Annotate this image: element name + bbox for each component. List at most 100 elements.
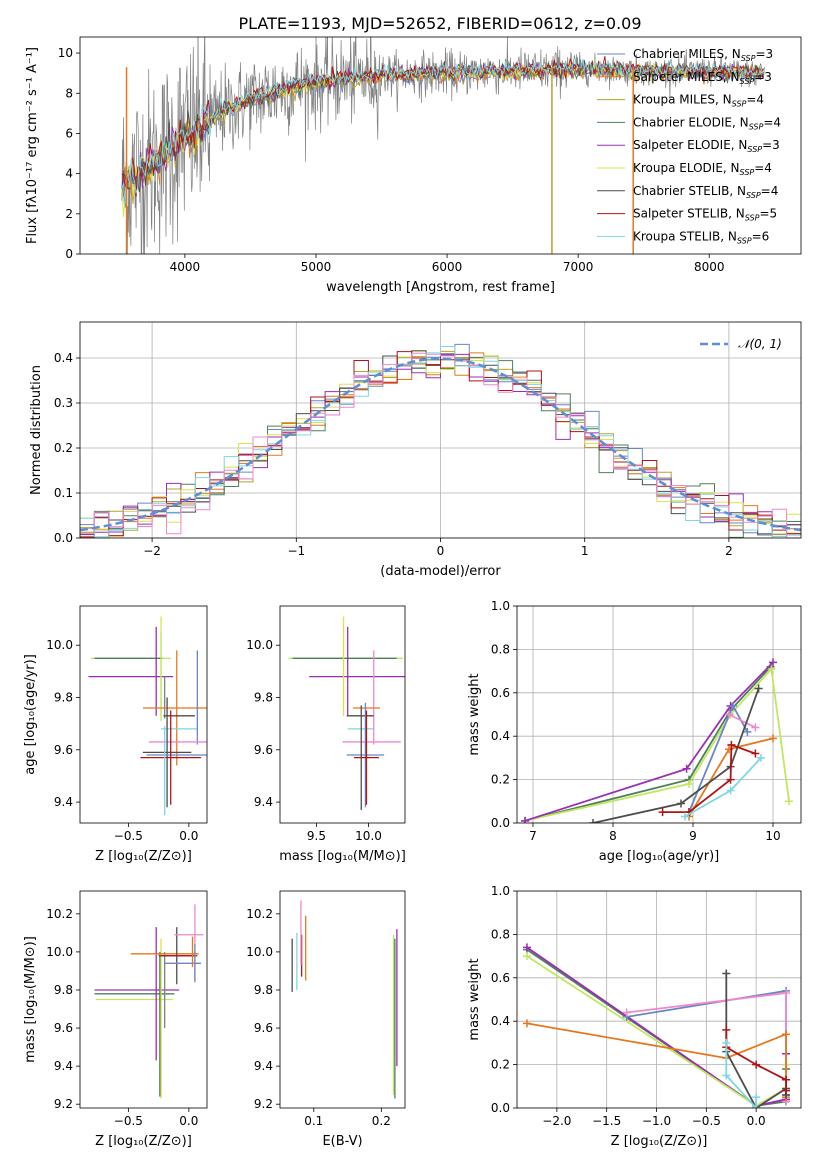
weight-marker [681, 812, 689, 821]
x-tick-label: 10.0 [355, 829, 382, 843]
x-tick-label: −0.5 [692, 1114, 721, 1128]
x-tick-label: −1.5 [592, 1114, 621, 1128]
y-tick-label: 10 [58, 46, 73, 60]
weight-line [728, 713, 756, 729]
weight-marker [782, 1075, 791, 1084]
weight-marker [782, 1030, 791, 1039]
x-axis-label: mass [log₁₀(M/M⊙)] [279, 849, 406, 864]
weight-marker [769, 658, 777, 667]
weight-marker [522, 943, 531, 952]
axes-frame [279, 890, 406, 1109]
y-tick-label: 9.4 [54, 795, 73, 809]
x-axis-label: (data-model)/error [380, 564, 501, 579]
legend-label: Chabrier ELODIE, NSSP=4 [633, 115, 781, 131]
weight-marker [589, 819, 597, 823]
legend-label: Chabrier STELIB, NSSP=4 [633, 184, 778, 200]
weight-marker [722, 969, 731, 978]
residual-histogram [80, 351, 801, 538]
legend-label: 𝒩(0, 1) [738, 337, 782, 351]
legend-label: Kroupa STELIB, NSSP=6 [633, 229, 769, 245]
x-tick-label: 6000 [432, 260, 463, 274]
y-tick-label: 0 [65, 247, 73, 261]
x-axis-label: wavelength [Angstrom, rest frame] [326, 280, 555, 295]
weight-marker [769, 734, 777, 743]
weight-line [688, 703, 749, 813]
weight-marker [722, 1071, 731, 1080]
axes-frame [79, 890, 208, 1109]
plot-area [80, 322, 801, 538]
y-tick-label: 0.6 [491, 686, 510, 700]
y-tick-label: 9.6 [254, 1021, 273, 1035]
y-tick-label: 4 [65, 167, 73, 181]
y-tick-label: 0.1 [54, 486, 73, 500]
x-tick-label: 9.5 [307, 829, 326, 843]
y-tick-label: 0.2 [54, 441, 73, 455]
axes-frame [516, 890, 802, 1109]
x-tick-label: 0.1 [304, 1114, 323, 1128]
weight-marker [726, 775, 735, 784]
legend-label: Salpeter MILES, NSSP=3 [633, 70, 772, 86]
x-tick-label: −2.0 [542, 1114, 571, 1128]
weight-marker [785, 797, 793, 806]
y-tick-label: 9.4 [254, 795, 273, 809]
y-tick-label: 0.0 [54, 531, 73, 545]
weight-line [524, 661, 774, 822]
weight-marker [752, 1093, 761, 1102]
x-axis-label: Z [log₁₀(Z/Z⊙)] [95, 1134, 192, 1149]
y-tick-label: 10.0 [246, 945, 273, 959]
panel-age_vs_mass: 9.5 10.0 9.4 9.6 9.8 10.0 mass [log₁₀(M/M⊙)] [246, 605, 406, 864]
x-tick-label: −0.5 [114, 829, 143, 843]
x-tick-label: 9 [689, 829, 697, 843]
panel-spectrum: 4000 5000 6000 7000 8000 0 2 4 6 8 10 wavelength [A… [25, 36, 802, 295]
x-tick-label: 0.0 [179, 829, 198, 843]
weight-line [592, 688, 760, 823]
y-tick-label: 10.0 [46, 638, 73, 652]
y-tick-label: 0.8 [491, 642, 510, 656]
errorbar-point [142, 697, 192, 808]
weight-marker [522, 952, 531, 961]
y-tick-label: 0.8 [491, 927, 510, 941]
y-tick-label: 0.4 [54, 351, 73, 365]
weight-marker [751, 723, 760, 732]
panel-residuals: −2 −1 0 1 2 0.0 0.1 0.2 0.3 0.4 (data-model)/error… [29, 321, 802, 579]
weight-marker [752, 1104, 761, 1108]
y-tick-label: 9.2 [254, 1097, 273, 1111]
x-tick-label: 0.0 [179, 1114, 198, 1128]
weight-marker [722, 1025, 731, 1034]
weight-marker [767, 664, 776, 673]
y-tick-label: 9.4 [254, 1059, 273, 1073]
y-tick-label: 9.8 [254, 983, 273, 997]
x-tick-label: 4000 [170, 260, 201, 274]
errorbar-point [353, 710, 379, 805]
y-tick-label: 10.0 [246, 638, 273, 652]
residual-histogram [80, 350, 801, 538]
y-tick-label: 0.4 [491, 729, 510, 743]
y-axis-label: Normed distribution [29, 365, 44, 495]
y-axis-label: mass weight [467, 958, 482, 1040]
weight-marker [726, 786, 735, 795]
y-tick-label: 0.0 [491, 816, 510, 830]
axes-frame [79, 321, 802, 539]
x-tick-label: −1 [287, 544, 305, 558]
x-tick-label: 0.0 [747, 1114, 766, 1128]
y-tick-label: 0.6 [491, 971, 510, 985]
y-tick-label: 1.0 [491, 599, 510, 613]
y-tick-label: 8 [65, 86, 73, 100]
plot-area [121, 37, 765, 254]
errorbar-point [346, 702, 385, 808]
y-tick-label: 9.4 [54, 1059, 73, 1073]
weight-line [725, 1042, 758, 1108]
figure-title: PLATE=1193, MJD=52652, FIBERID=0612, z=0… [238, 14, 641, 33]
y-tick-label: 10.2 [46, 907, 73, 921]
weight-marker [757, 753, 765, 762]
model-spectrum [121, 58, 764, 204]
legend-label: Chabrier MILES, NSSP=3 [633, 47, 773, 63]
plot-area [291, 900, 398, 1099]
y-tick-label: 9.6 [54, 743, 73, 757]
weight-marker [658, 808, 667, 817]
residual-histogram [80, 350, 801, 538]
panel-massweight_vs_z: −2.0 −1.5 −1.0 −0.5 0.0 0.0 0.2 0.4 0.6 0.8 1.0 Z [… [467, 884, 802, 1149]
axes-frame [79, 36, 802, 255]
y-tick-label: 0.2 [491, 1058, 510, 1072]
